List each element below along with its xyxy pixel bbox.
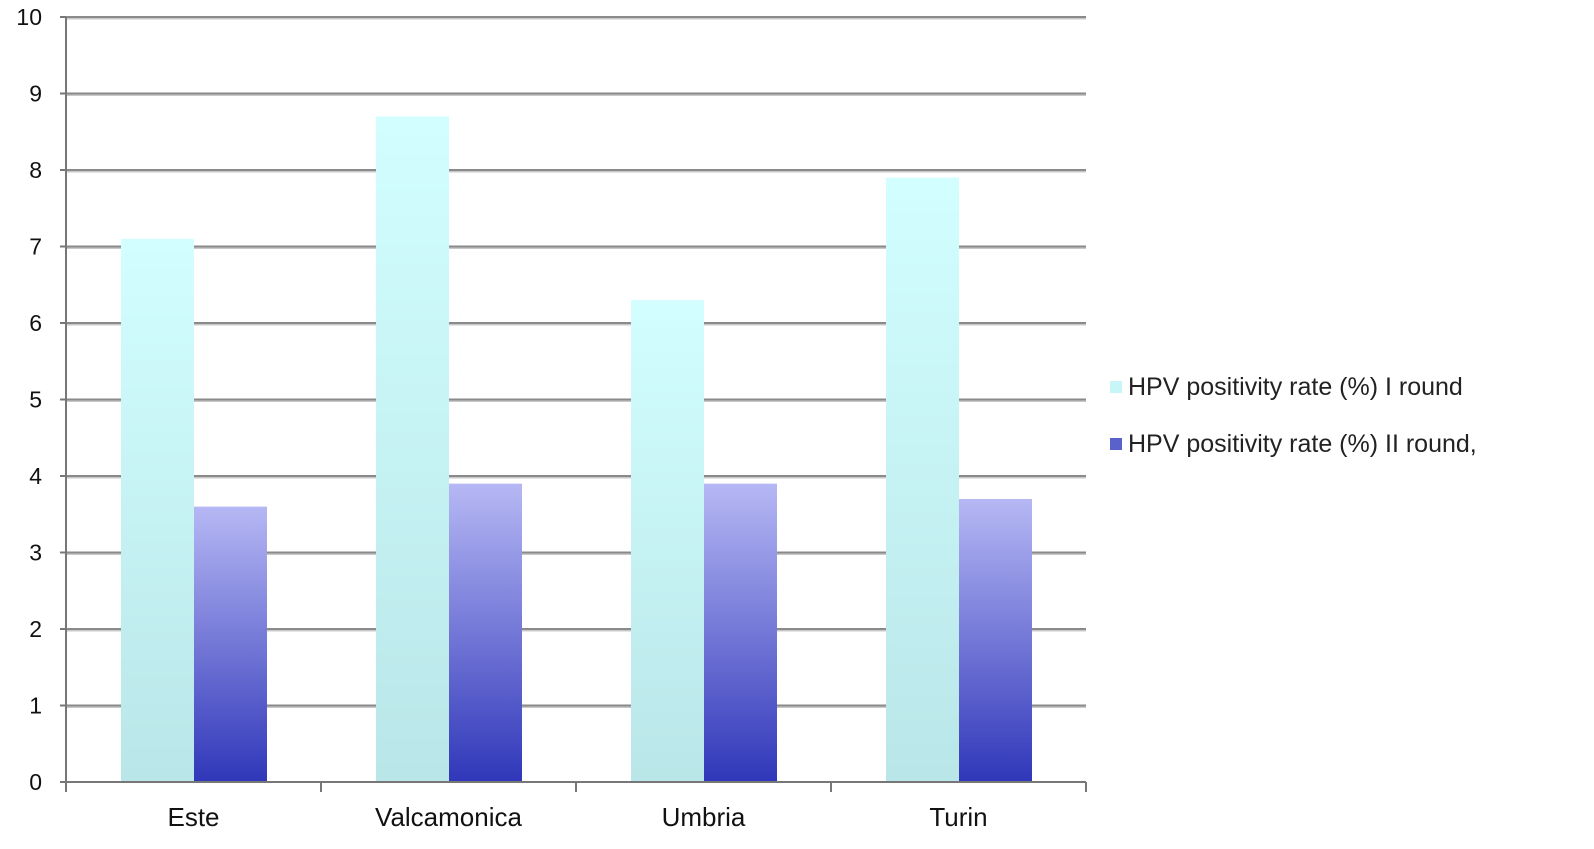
bar-umbria-series-2 [704,483,777,782]
y-tick-label: 3 [29,540,42,566]
y-tick-label: 2 [29,616,42,642]
legend-swatch-series-1 [1110,381,1122,393]
legend-item-series-2: HPV positivity rate (%) II round, [1110,429,1477,459]
x-tick-label: Turin [929,802,987,832]
y-tick-label: 6 [29,310,42,336]
bar-umbria-series-1 [631,300,704,782]
axis-labels: 0 1 2 3 4 5 6 7 8 9 10 Este Valcamonica Umbria Turin [16,4,987,832]
legend-swatch-series-2 [1110,438,1122,450]
bars [121,116,1032,783]
y-tick-label: 1 [29,693,42,719]
y-tick-label: 10 [16,4,42,30]
bar-valcamonica-series-1 [376,116,449,782]
bar-este-series-1 [121,238,194,783]
y-tick-label: 5 [29,387,42,413]
x-tick-label: Umbria [662,802,746,832]
axes [60,16,1087,792]
y-tick-label: 9 [29,81,42,107]
y-tick-label: 0 [29,769,42,795]
x-tick-label: Este [167,802,219,832]
legend-item-series-1: HPV positivity rate (%) I round [1110,372,1477,402]
bar-este-series-2 [194,506,267,782]
bar-turin-series-1 [886,177,959,782]
y-tick-label: 4 [29,463,42,489]
y-tick-label: 8 [29,157,42,183]
y-tick-label: 7 [29,234,42,260]
legend-label-series-1: HPV positivity rate (%) I round [1128,372,1463,401]
legend: HPV positivity rate (%) I round HPV posi… [1110,372,1477,486]
legend-label-series-2: HPV positivity rate (%) II round, [1128,429,1477,458]
x-tick-label: Valcamonica [375,802,522,832]
bar-turin-series-2 [959,498,1032,782]
bar-valcamonica-series-2 [449,483,522,782]
